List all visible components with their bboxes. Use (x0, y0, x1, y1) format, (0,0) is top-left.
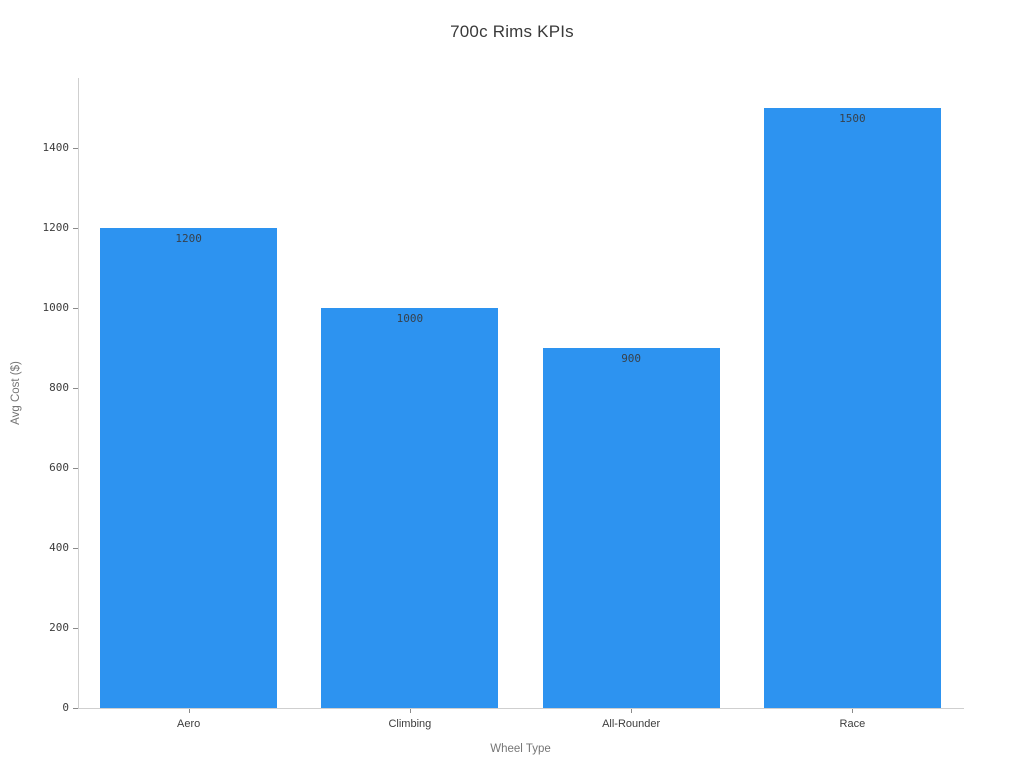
bar-aero (100, 228, 278, 708)
y-axis-tick (73, 148, 78, 149)
bar-value-label: 1200 (175, 232, 202, 245)
y-axis-tick (73, 628, 78, 629)
x-tick-label-race: Race (839, 718, 866, 730)
y-axis-tick (73, 228, 78, 229)
bar-value-label: 1000 (396, 312, 424, 325)
y-tick-label: 400 (49, 541, 69, 554)
y-tick-label: 0 (62, 701, 69, 714)
x-tick-label-aero: Aero (177, 718, 201, 730)
y-axis-tick (73, 708, 78, 709)
bar-value-label: 1500 (839, 112, 866, 125)
y-axis-tick (73, 308, 78, 309)
y-tick-label: 1200 (42, 221, 70, 234)
bar-race (763, 108, 941, 708)
x-axis-line (78, 708, 964, 709)
y-axis-line (78, 78, 79, 709)
bar-all-rounder (542, 348, 720, 708)
x-tick-label-all-rounder: All-Rounder (602, 718, 661, 730)
y-tick-label: 800 (49, 381, 69, 394)
x-axis-title: Wheel Type (490, 743, 551, 755)
plot-area: 1200 1000 900 1500 (78, 78, 963, 708)
bar-value-label: 900 (621, 352, 642, 365)
x-axis-tick (852, 709, 854, 713)
y-tick-label: 1000 (42, 301, 70, 314)
y-axis-tick (73, 388, 78, 389)
y-tick-label: 600 (49, 461, 69, 474)
bar-climbing (321, 308, 499, 708)
y-axis-tick (73, 468, 78, 469)
y-tick-label: 1400 (42, 141, 70, 154)
x-tick-label-climbing: Climbing (388, 718, 432, 730)
chart-title: 700c Rims KPIs (450, 22, 574, 41)
x-axis-tick (188, 709, 190, 713)
y-tick-label: 200 (49, 621, 69, 634)
x-axis-tick (409, 709, 411, 713)
x-axis-tick (631, 709, 633, 713)
y-axis-tick (73, 548, 78, 549)
